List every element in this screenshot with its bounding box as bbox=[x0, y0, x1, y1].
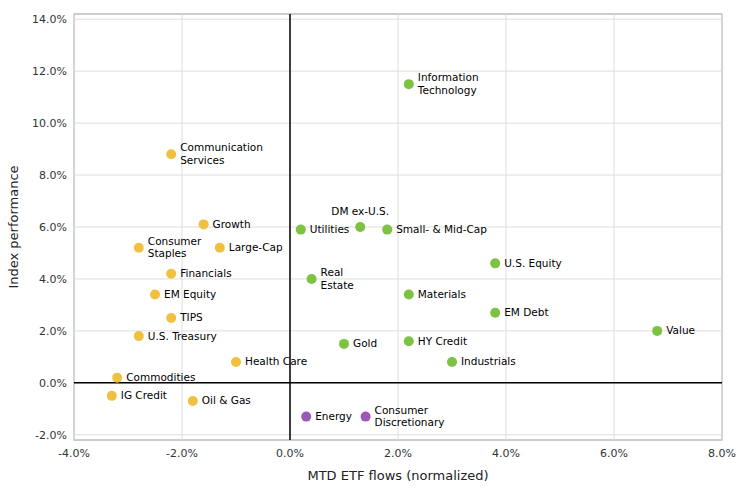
tick-label: 4.0% bbox=[492, 447, 520, 460]
point bbox=[490, 308, 500, 318]
point bbox=[215, 243, 225, 253]
tick-label: 2.0% bbox=[39, 325, 67, 338]
point bbox=[166, 149, 176, 159]
point bbox=[382, 225, 392, 235]
point-label: Energy bbox=[315, 410, 352, 422]
point bbox=[296, 225, 306, 235]
point-label: DM ex-U.S. bbox=[331, 205, 389, 217]
point bbox=[166, 269, 176, 279]
point-label: Materials bbox=[418, 288, 466, 300]
point-label: Industrials bbox=[461, 355, 516, 367]
point bbox=[107, 391, 117, 401]
tick-label: 12.0% bbox=[32, 65, 67, 78]
point bbox=[188, 396, 198, 406]
point bbox=[150, 290, 160, 300]
tick-label: 6.0% bbox=[600, 447, 628, 460]
axis-label: Index performance bbox=[6, 165, 21, 288]
point bbox=[490, 258, 500, 268]
point bbox=[112, 373, 122, 383]
point-label: HY Credit bbox=[418, 335, 467, 347]
point-label: Commodities bbox=[126, 371, 195, 383]
tick-label: 6.0% bbox=[39, 221, 67, 234]
grid-line bbox=[74, 175, 722, 176]
point-label: RealEstate bbox=[321, 266, 354, 291]
point bbox=[134, 243, 144, 253]
point bbox=[361, 412, 371, 422]
point-label: IG Credit bbox=[121, 389, 167, 401]
tick-label: 0.0% bbox=[276, 447, 304, 460]
point-label: ConsumerDiscretionary bbox=[375, 404, 445, 429]
point-label: Oil & Gas bbox=[202, 394, 251, 406]
tick-label: 14.0% bbox=[32, 13, 67, 26]
point-label: Utilities bbox=[310, 223, 350, 235]
tick-label: 4.0% bbox=[39, 273, 67, 286]
points bbox=[107, 79, 662, 421]
point bbox=[134, 331, 144, 341]
point-label: Value bbox=[666, 324, 695, 336]
zero-line bbox=[289, 14, 291, 440]
point bbox=[301, 412, 311, 422]
grid-line bbox=[290, 14, 291, 440]
point-label: TIPS bbox=[179, 311, 203, 323]
grid bbox=[74, 14, 722, 440]
grid-line bbox=[74, 123, 722, 124]
tick-label: -4.0% bbox=[58, 447, 90, 460]
tick-label: 8.0% bbox=[39, 169, 67, 182]
point-label: CommunicationServices bbox=[180, 141, 263, 166]
point-label: EM Equity bbox=[164, 288, 216, 300]
tick-label: -2.0% bbox=[35, 429, 67, 442]
point-label: Large-Cap bbox=[229, 241, 283, 253]
tick-label: 8.0% bbox=[708, 447, 736, 460]
tick-label: 0.0% bbox=[39, 377, 67, 390]
point bbox=[339, 339, 349, 349]
grid-line bbox=[74, 19, 722, 20]
point bbox=[307, 274, 317, 284]
point-label: Financials bbox=[180, 267, 231, 279]
point bbox=[199, 219, 209, 229]
point bbox=[404, 79, 414, 89]
axis-label: MTD ETF flows (normalized) bbox=[307, 468, 488, 483]
point-label: U.S. Treasury bbox=[148, 330, 217, 342]
point-label: EM Debt bbox=[504, 306, 548, 318]
point-label: Growth bbox=[213, 218, 251, 230]
point bbox=[166, 313, 176, 323]
point-label: Health Care bbox=[245, 355, 307, 367]
point-label: ConsumerStaples bbox=[148, 235, 202, 260]
tick-label: 2.0% bbox=[384, 447, 412, 460]
tick-label: -2.0% bbox=[166, 447, 198, 460]
point-label: Small- & Mid-Cap bbox=[396, 223, 487, 235]
point bbox=[404, 290, 414, 300]
point-label: U.S. Equity bbox=[504, 257, 562, 269]
plot-frame bbox=[74, 14, 722, 440]
grid-line bbox=[74, 71, 722, 72]
grid-line bbox=[74, 434, 722, 435]
point bbox=[231, 357, 241, 367]
point bbox=[404, 336, 414, 346]
point bbox=[447, 357, 457, 367]
point bbox=[355, 222, 365, 232]
point-label: Gold bbox=[353, 337, 377, 349]
tick-label: 10.0% bbox=[32, 117, 67, 130]
point-label: InformationTechnology bbox=[417, 71, 479, 96]
point bbox=[652, 326, 662, 336]
point-labels: InformationTechnology CommunicationServic… bbox=[121, 71, 695, 428]
chart: -4.0% -2.0% 0.0% 2.0% 4.0% 6.0% 8.0% -2.0% 0.0% 2… bbox=[0, 0, 740, 490]
